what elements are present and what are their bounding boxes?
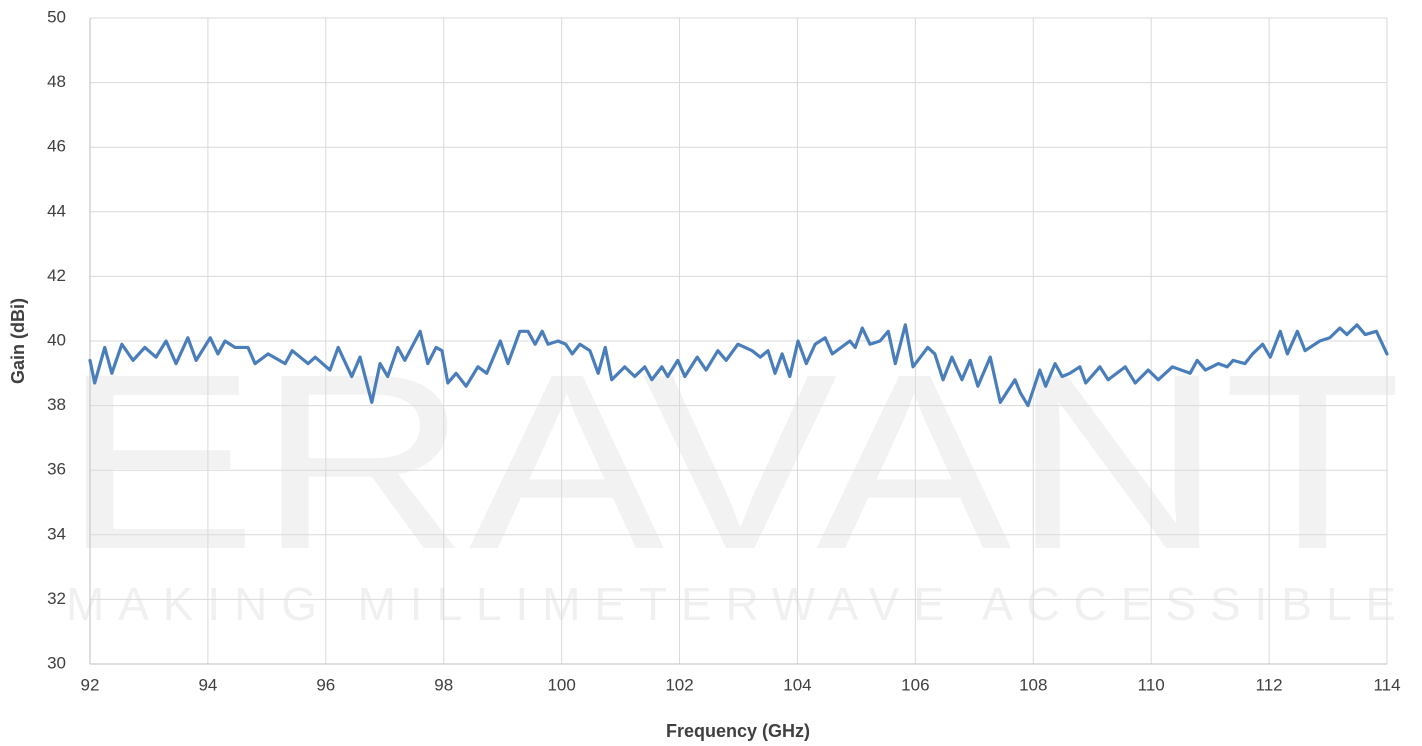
- x-tick-label: 112: [1256, 675, 1283, 694]
- y-tick-label: 40: [47, 330, 66, 349]
- x-tick-label: 110: [1138, 675, 1165, 694]
- x-tick-label: 94: [198, 675, 217, 694]
- line-series: [88, 323, 1389, 408]
- watermark-tagline: MAKING MILLIMETERWAVE ACCESSIBLE: [66, 578, 1396, 630]
- x-axis-title: Frequency (GHz): [666, 721, 810, 741]
- y-tick-label: 34: [47, 524, 66, 543]
- x-tick-label: 100: [547, 675, 575, 694]
- y-tick-label: 50: [47, 7, 66, 26]
- y-tick-label: 42: [47, 266, 66, 285]
- y-tick-label: 32: [47, 589, 66, 608]
- y-tick-label: 30: [47, 653, 66, 672]
- y-tick-label: 44: [47, 201, 66, 220]
- y-tick-label: 46: [47, 137, 66, 156]
- y-tick-label: 36: [47, 460, 66, 479]
- x-tick-label: 98: [434, 675, 453, 694]
- x-tick-label: 114: [1373, 675, 1400, 694]
- x-tick-label: 92: [81, 675, 100, 694]
- y-tick-label: 38: [47, 395, 66, 414]
- plot: [88, 323, 1389, 408]
- x-tick-label: 108: [1019, 675, 1047, 694]
- x-tick-label: 106: [901, 675, 929, 694]
- grid: 30 32 34 36 38 40 42 44 46 48 50 92 94 96 98 100 102 104 1…: [47, 7, 1400, 694]
- x-tick-label: 102: [665, 675, 693, 694]
- x-tick-label: 104: [783, 675, 811, 694]
- y-tick-label: 48: [47, 72, 66, 91]
- x-tick-label: 96: [316, 675, 335, 694]
- y-axis-title: Gain (dBi): [8, 298, 28, 384]
